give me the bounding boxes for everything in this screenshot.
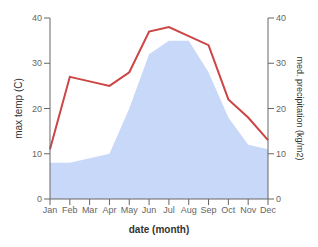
svg-text:10: 10 — [276, 149, 286, 159]
svg-text:Mar: Mar — [82, 205, 98, 215]
svg-text:Apr: Apr — [102, 205, 116, 215]
svg-text:20: 20 — [32, 104, 42, 114]
svg-text:Jan: Jan — [43, 205, 58, 215]
svg-text:med. precipitation (kg/m2): med. precipitation (kg/m2) — [295, 56, 305, 160]
svg-text:30: 30 — [276, 58, 286, 68]
svg-text:Dec: Dec — [260, 205, 277, 215]
svg-text:Jun: Jun — [142, 205, 157, 215]
svg-text:40: 40 — [276, 13, 286, 23]
svg-text:40: 40 — [32, 13, 42, 23]
svg-text:10: 10 — [32, 149, 42, 159]
svg-text:Aug: Aug — [181, 205, 197, 215]
svg-text:Nov: Nov — [240, 205, 257, 215]
svg-text:Oct: Oct — [221, 205, 236, 215]
svg-text:max temp (C): max temp (C) — [13, 78, 24, 139]
svg-text:Sep: Sep — [201, 205, 217, 215]
svg-text:date (month): date (month) — [129, 224, 190, 235]
svg-text:Feb: Feb — [62, 205, 78, 215]
svg-text:20: 20 — [276, 104, 286, 114]
svg-text:0: 0 — [37, 194, 42, 204]
svg-text:Jul: Jul — [163, 205, 175, 215]
svg-text:0: 0 — [276, 194, 281, 204]
svg-text:May: May — [121, 205, 139, 215]
svg-text:30: 30 — [32, 58, 42, 68]
